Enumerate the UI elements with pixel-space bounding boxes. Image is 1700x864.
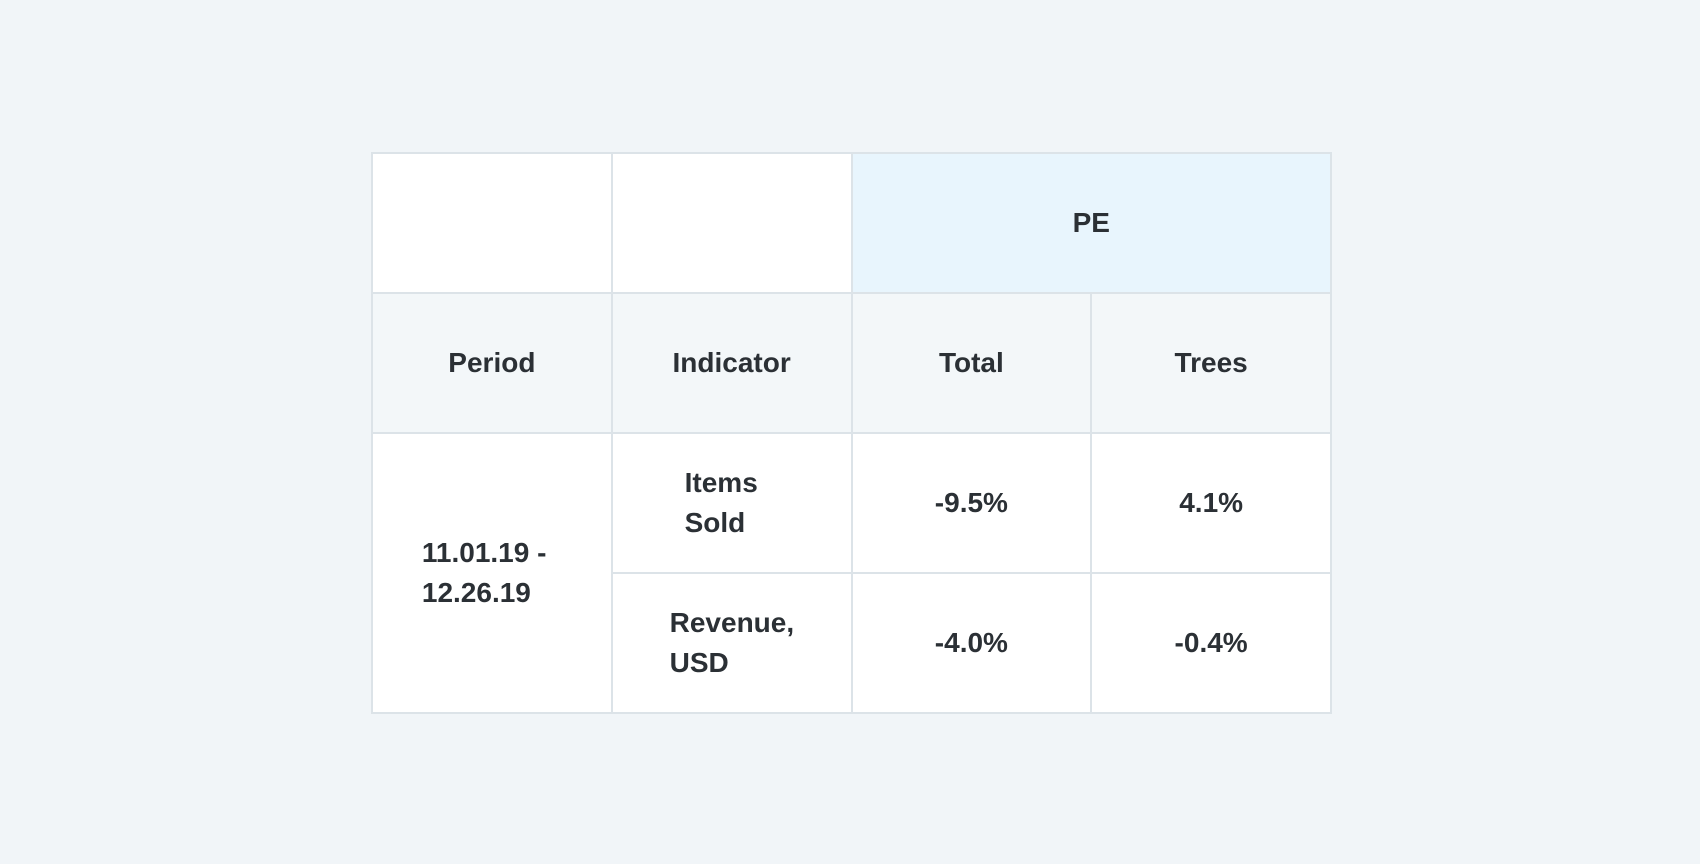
column-header-label: Period xyxy=(448,347,536,378)
group-header-label: PE xyxy=(1072,207,1110,238)
table-container: PE Period Indicator Total Trees 11.01.19… xyxy=(371,152,1333,714)
column-header-label: Trees xyxy=(1174,347,1248,378)
column-header-total: Total xyxy=(850,292,1093,434)
indicator-cell: Items Sold xyxy=(610,432,853,574)
column-header-trees: Trees xyxy=(1090,292,1333,434)
period-value: 11.01.19 - 12.26.19 xyxy=(421,537,547,608)
trees-cell: -0.4% xyxy=(1090,572,1333,714)
data-table: PE Period Indicator Total Trees 11.01.19… xyxy=(371,152,1333,714)
column-header-row: Period Indicator Total Trees xyxy=(371,292,1333,434)
total-value: -9.5% xyxy=(934,487,1008,518)
column-header-label: Total xyxy=(938,347,1004,378)
indicator-cell: Revenue, USD xyxy=(610,572,853,714)
table-row: 11.01.19 - 12.26.19 Items Sold -9.5% 4.1… xyxy=(371,432,1333,714)
indicator-label: Items Sold xyxy=(684,467,758,538)
empty-header-cell xyxy=(371,152,613,294)
total-value: -4.0% xyxy=(934,627,1008,658)
total-cell: -4.0% xyxy=(850,572,1093,714)
trees-value: 4.1% xyxy=(1179,487,1244,518)
trees-cell: 4.1% xyxy=(1090,432,1333,574)
indicator-label: Revenue, USD xyxy=(669,607,795,678)
empty-header-cell xyxy=(610,152,853,294)
column-header-period: Period xyxy=(371,292,613,434)
column-header-indicator: Indicator xyxy=(610,292,853,434)
group-header-pe: PE xyxy=(850,152,1333,294)
group-header-row: PE xyxy=(371,152,1333,294)
column-header-label: Indicator xyxy=(672,347,791,378)
total-cell: -9.5% xyxy=(850,432,1093,574)
table-row: Revenue, USD -4.0% -0.4% xyxy=(372,572,1333,714)
period-cell: 11.01.19 - 12.26.19 xyxy=(371,432,613,714)
trees-value: -0.4% xyxy=(1174,627,1248,658)
